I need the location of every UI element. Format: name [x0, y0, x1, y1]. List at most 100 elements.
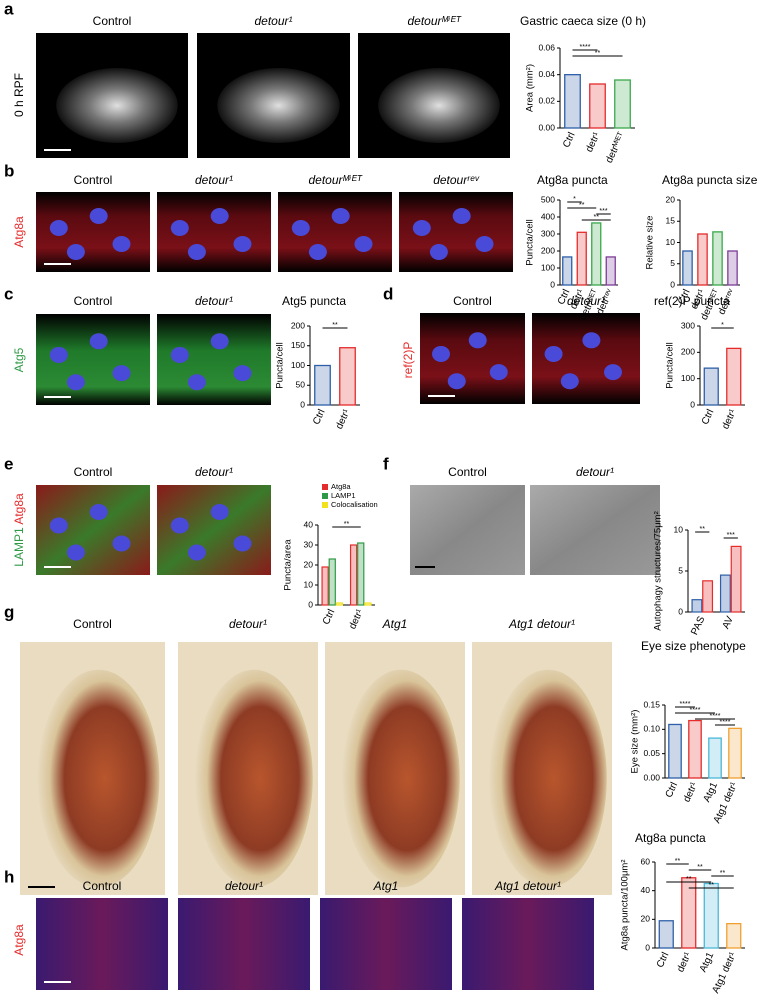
y-tick-label: 0.06 [538, 42, 555, 52]
panel-letter: d [383, 284, 393, 303]
bar [688, 719, 702, 779]
y-tick-label: 150 [291, 340, 305, 350]
y-tick-label: 300 [681, 320, 695, 330]
y-tick-label: 500 [541, 194, 555, 204]
bar [314, 364, 331, 406]
nucleus [112, 535, 131, 552]
side-label: Atg8a [12, 924, 26, 956]
y-axis-label: Puncta/cell [665, 342, 676, 388]
panel-letter: h [4, 867, 14, 886]
column-title: Control [448, 465, 487, 479]
significance-label: **** [580, 44, 591, 51]
x-tick-label: detr¹ [675, 950, 694, 974]
chart-title: Atg8a puncta [635, 831, 706, 845]
bar [682, 250, 693, 286]
bar [335, 602, 344, 606]
bar [703, 367, 719, 406]
x-tick-label: Ctrl [561, 131, 578, 150]
bar [564, 74, 581, 129]
bar [349, 544, 358, 606]
x-tick-label: detr¹ [334, 407, 353, 431]
x-tick-label: Ctrl [655, 951, 672, 970]
micrograph [178, 898, 310, 990]
bar [562, 256, 573, 286]
significance-label: **** [680, 701, 691, 708]
bar [328, 558, 336, 606]
nucleus [604, 364, 622, 381]
x-tick-label: detr¹ [584, 130, 603, 154]
column-title: detour¹ [567, 294, 605, 308]
y-tick-label: 5 [678, 565, 683, 575]
y-tick-label: 0 [300, 399, 305, 409]
nucleus [452, 208, 471, 224]
nucleus [170, 517, 189, 534]
y-tick-label: 0.02 [538, 96, 555, 106]
nucleus [331, 208, 350, 224]
significance-label: ** [594, 214, 600, 221]
bar [681, 877, 697, 949]
y-tick-label: 0 [678, 606, 683, 616]
nucleus [210, 333, 229, 350]
nucleus [89, 504, 108, 520]
side-label-part: ref(2)P [401, 342, 415, 379]
nucleus [89, 333, 108, 350]
x-tick-label: Atg1 [701, 780, 720, 804]
y-tick-label: 100 [291, 360, 305, 370]
y-tick-label: 0 [550, 279, 555, 289]
y-tick-label: 15 [666, 216, 676, 226]
y-tick-label: 0.04 [538, 69, 555, 79]
bar [719, 574, 731, 613]
chart-title: ref(2)P puncta [654, 294, 730, 308]
column-title: Control [74, 465, 113, 479]
y-axis-label: Autophagy structures/75μm² [653, 511, 664, 631]
side-label-part: LAMP1 [12, 527, 26, 567]
y-tick-label: 20 [641, 914, 651, 924]
nucleus [210, 504, 229, 520]
x-tick-label: Atg1 [698, 950, 717, 974]
legend-label: Colocalisation [331, 500, 378, 509]
legend-label: Atg8a [331, 482, 351, 491]
side-label-part: 0 h RPF [12, 73, 26, 117]
column-title: detourᴹⁱᴱᵀ [408, 14, 462, 28]
legend-swatch [322, 484, 328, 490]
y-axis-label: Puncta/cell [525, 219, 536, 265]
bar [589, 83, 606, 129]
side-label-part: Atg8a [12, 216, 26, 248]
nucleus [429, 244, 448, 260]
nucleus [66, 244, 85, 260]
column-title: Atg1 detour¹ [494, 879, 561, 893]
side-label: LAMP1 Atg8a [12, 493, 26, 567]
column-title: Control [453, 294, 492, 308]
y-tick-label: 0.05 [643, 748, 660, 758]
panel-letter: a [4, 0, 14, 18]
bar [728, 727, 742, 779]
nucleus [308, 244, 327, 260]
nucleus [475, 236, 494, 252]
nucleus [544, 345, 563, 362]
y-tick-label: 40 [304, 519, 314, 529]
x-tick-label: Ctrl [321, 608, 338, 627]
bar [727, 250, 738, 286]
y-tick-label: 60 [641, 856, 651, 866]
column-title: detour¹ [195, 173, 233, 187]
y-axis-label: Relative size [645, 216, 656, 270]
chart-title: Atg8a puncta size [662, 173, 758, 187]
significance-label: **** [710, 713, 721, 720]
x-tick-label: detr¹ [347, 607, 366, 631]
significance-label: ** [686, 876, 692, 883]
significance-label: ** [700, 526, 706, 533]
eye-image [342, 669, 460, 888]
y-tick-label: 20 [304, 559, 314, 569]
column-title: detour¹ [229, 617, 267, 631]
significance-label: ** [720, 870, 726, 877]
chart-title: Gastric caeca size (0 h) [520, 14, 646, 28]
y-axis-label: Area (mm²) [525, 64, 536, 112]
bar [364, 602, 372, 606]
y-tick-label: 50 [296, 380, 306, 390]
y-tick-label: 200 [541, 245, 555, 255]
y-tick-label: 400 [541, 211, 555, 221]
y-tick-label: 0.15 [643, 699, 660, 709]
eye-image [195, 669, 313, 888]
bar [339, 347, 356, 406]
